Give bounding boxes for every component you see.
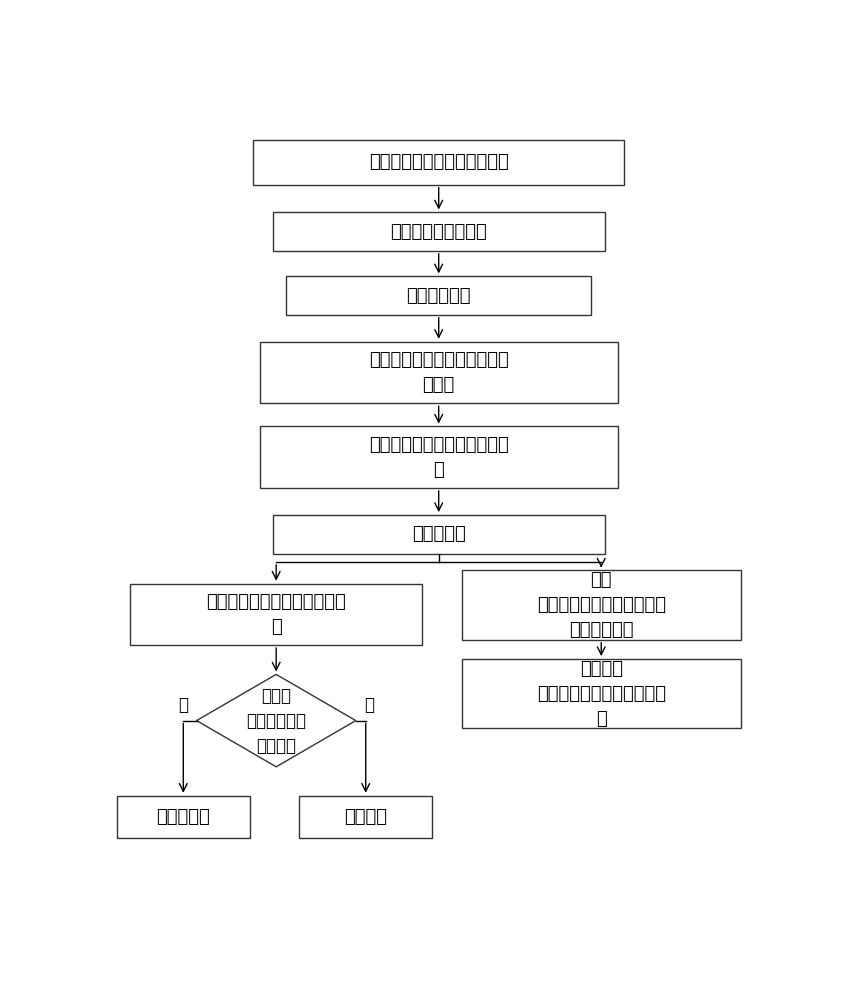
Text: 否: 否: [179, 696, 188, 714]
Text: 建立本构模型: 建立本构模型: [407, 287, 471, 305]
Bar: [300, 796, 432, 838]
Bar: [253, 140, 624, 185]
Text: 分析不同偏斜角工况的危险状
态: 分析不同偏斜角工况的危险状 态: [206, 593, 346, 636]
Text: 包容性良好: 包容性良好: [157, 808, 211, 826]
Text: 机匣被
撞击区域是否
出现裂纹: 机匣被 撞击区域是否 出现裂纹: [247, 687, 306, 755]
Bar: [462, 659, 740, 728]
Text: 有限元模型网格划分: 有限元模型网格划分: [390, 223, 487, 241]
Text: 分析
飞断叶片撞击机匣后产生碎
片的运动轨迹: 分析 飞断叶片撞击机匣后产生碎 片的运动轨迹: [537, 571, 666, 639]
Bar: [286, 276, 591, 315]
Text: 叶片与机匣的简化有限元模型: 叶片与机匣的简化有限元模型: [369, 153, 508, 171]
Bar: [117, 796, 250, 838]
Text: 是: 是: [364, 696, 374, 714]
Bar: [273, 515, 604, 554]
Text: 评估碎片
给机匣以及发动机带来的危
害: 评估碎片 给机匣以及发动机带来的危 害: [537, 660, 666, 728]
Text: 危险工况: 危险工况: [344, 808, 387, 826]
Text: 选择飞断叶片相对机匣的偏斜
角: 选择飞断叶片相对机匣的偏斜 角: [369, 436, 508, 479]
Bar: [273, 212, 604, 251]
Text: 设置有限元模型边界条件和初
始条件: 设置有限元模型边界条件和初 始条件: [369, 351, 508, 394]
Bar: [259, 426, 618, 488]
Bar: [462, 570, 740, 640]
Bar: [130, 584, 422, 645]
Polygon shape: [197, 674, 356, 767]
Text: 有限元计算: 有限元计算: [412, 525, 466, 543]
Bar: [259, 342, 618, 403]
